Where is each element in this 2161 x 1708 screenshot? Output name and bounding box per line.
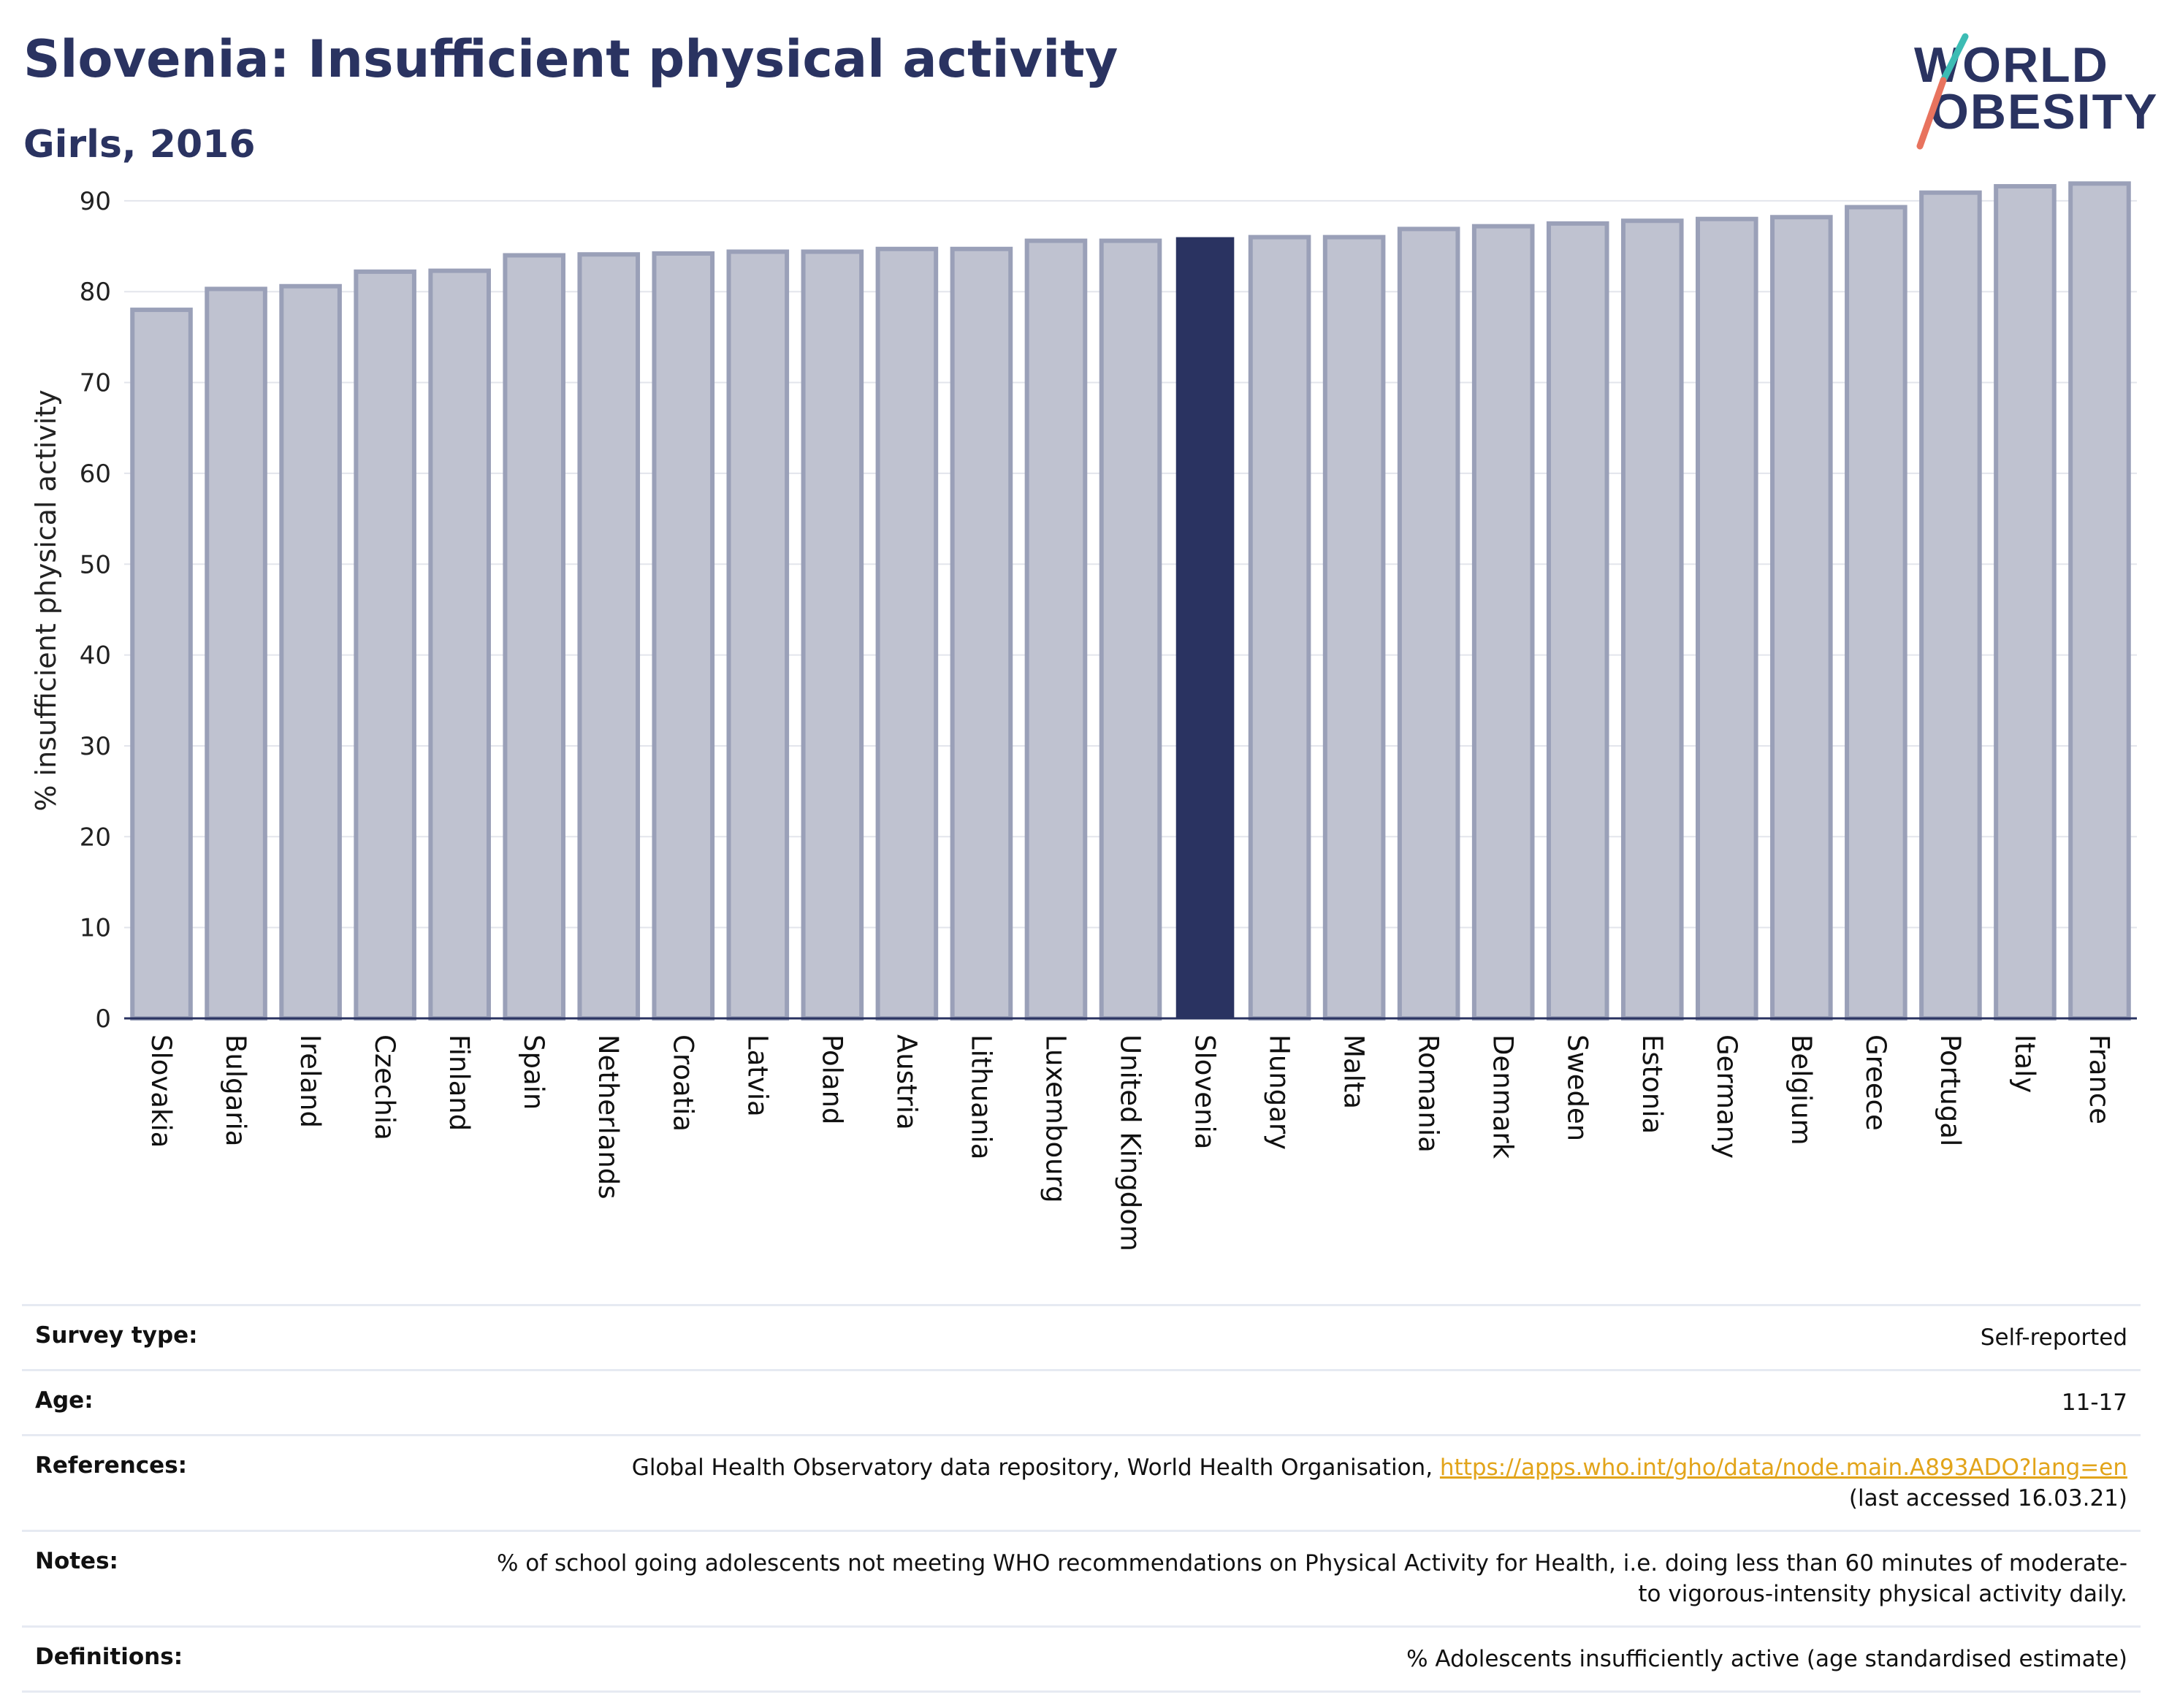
bar-austria	[875, 246, 939, 1021]
survey-type-value: Self-reported	[1980, 1324, 2127, 1351]
x-tick-label: Slovakia	[145, 1034, 177, 1148]
bar-italy	[1994, 183, 2057, 1021]
x-tick-label: Sweden	[1562, 1034, 1593, 1141]
definitions-row: Definitions: % Adolescents insufficientl…	[22, 1625, 2141, 1693]
x-tick-label: Luxembourg	[1040, 1034, 1071, 1203]
bar-luxembourg	[1024, 238, 1088, 1021]
definitions-label: Definitions:	[35, 1644, 183, 1670]
bar-finland	[428, 268, 491, 1021]
survey-type-row: Survey type: Self-reported	[22, 1304, 2141, 1369]
info-table: Survey type: Self-reported Age: 11-17 Re…	[22, 1304, 2141, 1693]
notes-row: Notes: % of school going adolescents not…	[22, 1530, 2141, 1625]
x-tick-label: Bulgaria	[220, 1034, 251, 1146]
bar-spain	[503, 253, 565, 1021]
world-obesity-logo: WORLD OBESITY	[1899, 22, 2157, 161]
x-tick-label: Estonia	[1636, 1034, 1668, 1134]
x-tick-label: Greece	[1860, 1034, 1891, 1131]
notes-label: Notes:	[35, 1548, 118, 1574]
references-link[interactable]: https://apps.who.int/gho/data/node.main.…	[1439, 1455, 2127, 1481]
y-tick-label: 20	[80, 823, 111, 852]
y-tick-label: 90	[80, 187, 111, 216]
x-tick-label: Italy	[2009, 1034, 2040, 1093]
bar-germany	[1696, 216, 1758, 1021]
x-tick-label: Malta	[1338, 1034, 1370, 1109]
bar-slovenia	[1175, 237, 1235, 1019]
references-row: References: Global Health Observatory da…	[22, 1434, 2141, 1530]
age-value: 11-17	[2061, 1389, 2127, 1416]
age-label: Age:	[35, 1387, 94, 1414]
definitions-value: % Adolescents insufficiently active (age…	[1406, 1646, 2127, 1672]
x-tick-label: United Kingdom	[1115, 1034, 1146, 1251]
bar-ireland	[279, 283, 342, 1021]
bar-latvia	[726, 249, 790, 1021]
bar-malta	[1322, 235, 1386, 1021]
bar-slovakia	[130, 308, 193, 1021]
logo-line-obesity: OBESITY	[1930, 84, 2159, 140]
y-tick-label: 50	[80, 550, 111, 579]
chart-title: Slovenia: Insufficient physical activity	[23, 29, 1118, 89]
survey-type-label: Survey type:	[35, 1322, 198, 1349]
x-tick-label: Hungary	[1264, 1034, 1295, 1150]
bar-poland	[801, 249, 864, 1021]
references-suffix: (last accessed 16.03.21)	[1848, 1485, 2127, 1511]
bar-romania	[1397, 226, 1460, 1021]
y-tick-label: 0	[95, 1004, 111, 1034]
bar-belgium	[1770, 215, 1833, 1021]
y-tick-label: 70	[80, 369, 111, 398]
x-tick-label: Netherlands	[592, 1034, 624, 1200]
x-tick-label: Lithuania	[965, 1034, 996, 1159]
bar-croatia	[652, 251, 715, 1021]
bar-hungary	[1248, 235, 1311, 1021]
bar-sweden	[1546, 221, 1609, 1021]
x-tick-label: Slovenia	[1189, 1034, 1221, 1149]
x-tick-label: Belgium	[1785, 1034, 1817, 1145]
x-tick-label: Austria	[891, 1034, 922, 1130]
references-label: References:	[35, 1452, 188, 1479]
bar-lithuania	[950, 246, 1013, 1021]
notes-value: % of school going adolescents not meetin…	[496, 1550, 2127, 1607]
y-axis-label: % insufficient physical activity	[30, 389, 62, 811]
references-text: Global Health Observatory data repositor…	[631, 1455, 1440, 1481]
bar-chart: 0 10 20 30 40 50 60 70 80 90 % insufficient physic…	[30, 181, 2137, 1251]
bar-france	[2068, 181, 2131, 1021]
y-tick-label: 30	[80, 732, 111, 761]
bar-netherlands	[577, 252, 641, 1021]
x-tick-label: Ireland	[294, 1034, 326, 1128]
logo-line-world: WORLD	[1914, 37, 2109, 93]
logo-slash-icon	[1916, 33, 1969, 150]
age-row: Age: 11-17	[22, 1369, 2141, 1434]
references-value: Global Health Observatory data repositor…	[632, 1452, 2127, 1514]
bar-greece	[1845, 205, 1907, 1021]
x-tick-label: Finland	[443, 1034, 475, 1131]
x-tick-label: Portugal	[1935, 1034, 1966, 1146]
y-tick-label: 10	[80, 914, 111, 943]
x-tick-label: Czechia	[369, 1034, 400, 1140]
x-tick-label: Croatia	[667, 1034, 698, 1132]
bar-denmark	[1471, 224, 1535, 1021]
y-tick-label: 80	[80, 278, 111, 307]
bar-united-kingdom	[1099, 238, 1162, 1021]
x-tick-label: Denmark	[1487, 1034, 1519, 1159]
x-tick-label: Spain	[518, 1034, 549, 1110]
bar-bulgaria	[205, 286, 267, 1021]
bar-czechia	[354, 269, 416, 1021]
x-tick-label: France	[2084, 1034, 2115, 1124]
y-tick-label: 40	[80, 641, 111, 671]
x-tick-label: Poland	[816, 1034, 847, 1125]
chart-subtitle: Girls, 2016	[23, 123, 256, 167]
bar-portugal	[1919, 190, 1982, 1021]
y-tick-label: 60	[80, 460, 111, 489]
x-tick-label: Romania	[1413, 1034, 1444, 1153]
x-tick-label: Latvia	[742, 1034, 773, 1117]
bar-estonia	[1620, 218, 1684, 1021]
x-tick-label: Germany	[1711, 1034, 1742, 1159]
